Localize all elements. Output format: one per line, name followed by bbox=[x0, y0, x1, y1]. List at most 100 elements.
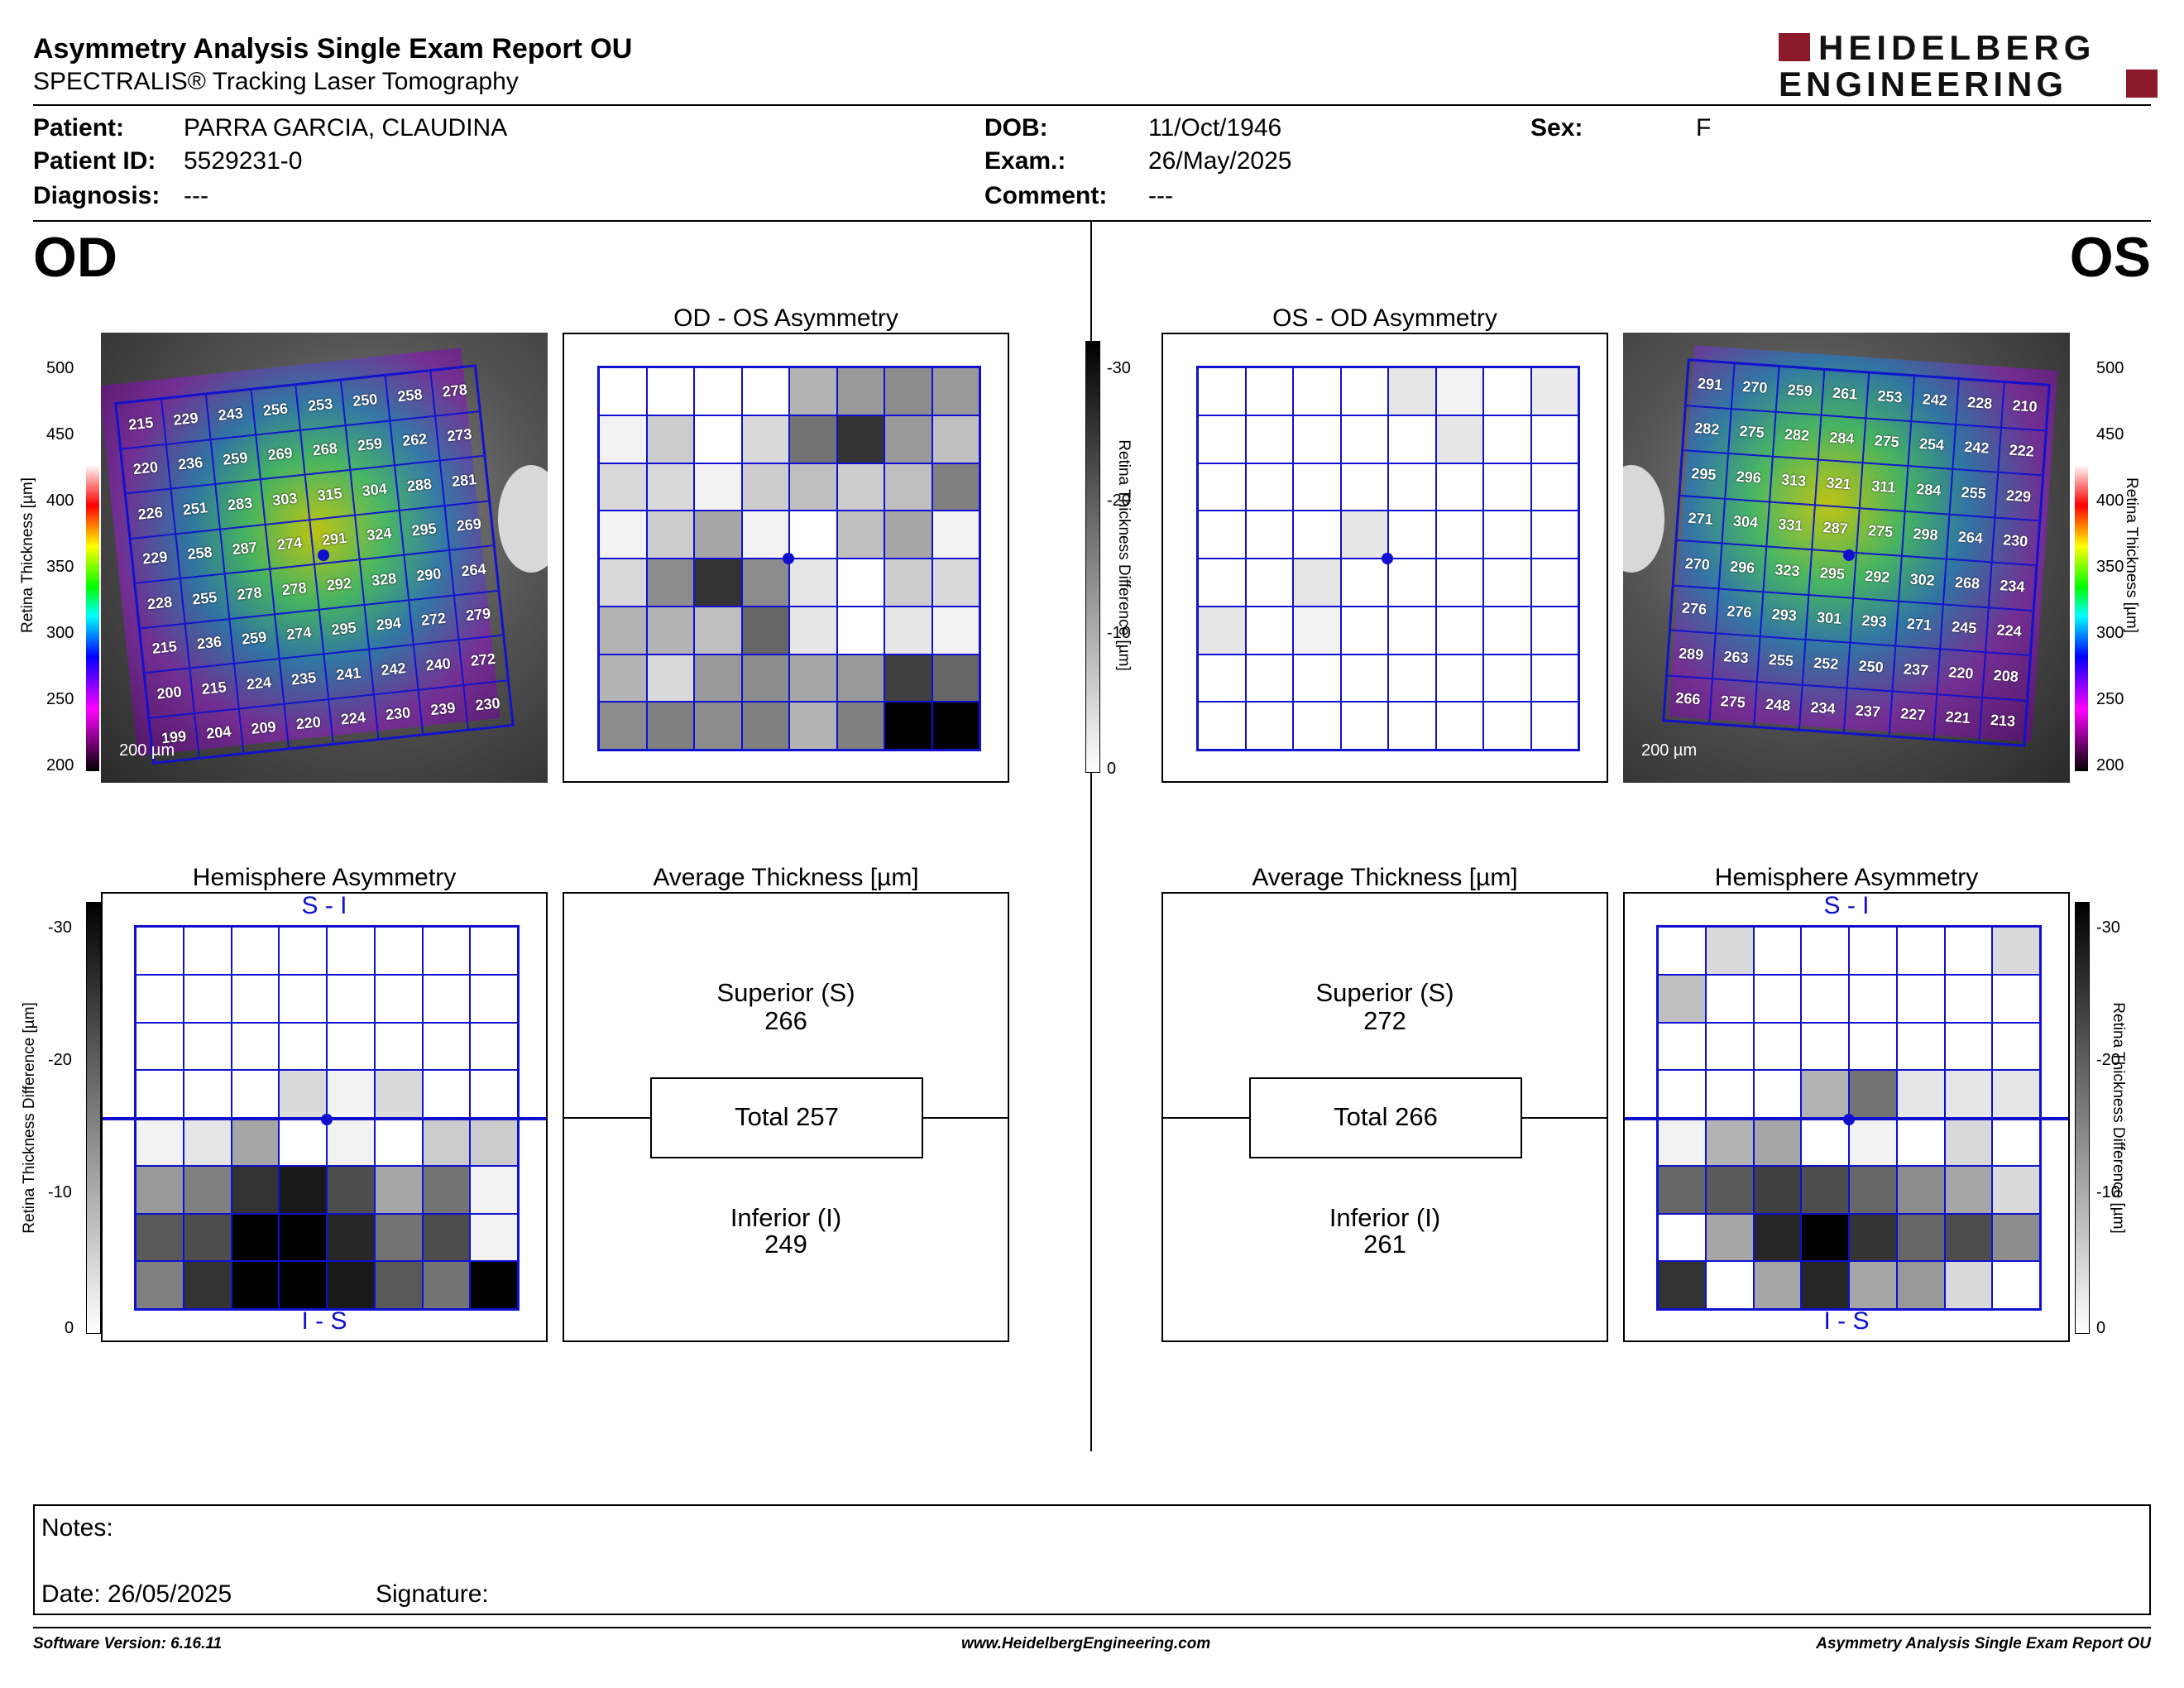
asymmetry-cell bbox=[1245, 415, 1293, 463]
od-superior-value: 266 bbox=[764, 1006, 807, 1035]
od-hemi-axis-title: Retina Thickness Difference [µm] bbox=[20, 1002, 38, 1234]
asymmetry-cell bbox=[599, 415, 647, 463]
asymmetry-cell bbox=[1435, 654, 1483, 703]
os-optic-disc bbox=[1623, 465, 1664, 573]
od-asym-panel bbox=[563, 333, 1009, 783]
asymmetry-cell bbox=[694, 367, 742, 415]
asymmetry-cell bbox=[1658, 1022, 1706, 1071]
asymmetry-cell bbox=[1340, 415, 1388, 463]
tick: -20 bbox=[2096, 1051, 2120, 1069]
asymmetry-cell bbox=[789, 702, 837, 750]
asymmetry-cell bbox=[136, 1261, 184, 1309]
thickness-cell: 304 bbox=[1721, 498, 1770, 547]
od-total-box: Total 257 bbox=[650, 1077, 923, 1158]
thickness-cell: 227 bbox=[1889, 690, 1937, 740]
thickness-cell: 215 bbox=[139, 623, 189, 674]
os-asym-grid bbox=[1196, 366, 1580, 751]
sex-value: F bbox=[1696, 114, 1712, 141]
asymmetry-cell bbox=[694, 415, 742, 463]
asymmetry-cell bbox=[836, 367, 884, 415]
patient-id-value: 5529231-0 bbox=[184, 147, 303, 175]
asymmetry-cell bbox=[1388, 702, 1436, 750]
thickness-cell: 259 bbox=[210, 434, 261, 484]
asymmetry-cell bbox=[1849, 1022, 1897, 1071]
thickness-cell: 230 bbox=[462, 679, 513, 730]
tick: 350 bbox=[46, 558, 74, 576]
asymmetry-cell bbox=[884, 559, 932, 607]
asymmetry-cell bbox=[789, 606, 837, 655]
asymmetry-cell bbox=[646, 702, 694, 750]
asymmetry-cell bbox=[1245, 559, 1293, 607]
asymmetry-cell bbox=[327, 1165, 375, 1214]
asymmetry-cell bbox=[1849, 974, 1897, 1023]
thickness-cell: 220 bbox=[121, 444, 171, 494]
asymmetry-cell bbox=[1483, 559, 1531, 607]
asymmetry-cell bbox=[1530, 367, 1578, 415]
asymmetry-cell bbox=[789, 559, 837, 607]
thickness-cell: 221 bbox=[1933, 693, 1982, 742]
thickness-cell: 229 bbox=[130, 533, 180, 583]
asymmetry-cell bbox=[1753, 1261, 1802, 1309]
thickness-cell: 224 bbox=[1985, 607, 2033, 655]
asymmetry-cell bbox=[694, 606, 742, 655]
asymmetry-cell bbox=[470, 1165, 518, 1214]
asymmetry-cell bbox=[932, 463, 979, 511]
asymmetry-cell bbox=[884, 606, 932, 655]
od-inferior-value: 249 bbox=[764, 1230, 807, 1259]
asymmetry-cell bbox=[422, 927, 471, 975]
asymmetry-cell bbox=[374, 1118, 423, 1166]
asymmetry-cell bbox=[741, 463, 789, 511]
os-thickness-colorbar bbox=[2075, 362, 2088, 771]
asymmetry-cell bbox=[1849, 1261, 1897, 1309]
thickness-cell: 323 bbox=[1763, 546, 1812, 595]
os-hemi-axis-title: Retina Thickness Difference [µm] bbox=[2109, 1002, 2127, 1234]
asymmetry-cell bbox=[374, 1022, 423, 1071]
thickness-cell: 331 bbox=[1766, 501, 1815, 550]
website-link[interactable]: www.HeidelbergEngineering.com bbox=[961, 1635, 1211, 1652]
asymmetry-cell bbox=[1483, 702, 1531, 750]
asymmetry-cell bbox=[1849, 1070, 1897, 1118]
od-hemi-title: Hemisphere Asymmetry bbox=[192, 864, 457, 891]
asymmetry-cell bbox=[1992, 1213, 2040, 1262]
asymmetry-cell bbox=[789, 415, 837, 463]
od-hemi-panel: S - I I - S bbox=[101, 892, 548, 1342]
asymmetry-cell bbox=[836, 606, 884, 655]
asymmetry-cell bbox=[1896, 1261, 1945, 1309]
thickness-cell: 251 bbox=[170, 483, 220, 534]
asymmetry-cell bbox=[884, 415, 932, 463]
os-label: OS bbox=[2069, 226, 2151, 289]
od-thickness-grid: 215 229 243 256 253 250 258 278 220 236 259 269 268 2… bbox=[114, 364, 515, 765]
asymmetry-cell bbox=[1198, 606, 1246, 655]
asymmetry-cell bbox=[231, 1022, 280, 1071]
asymmetry-cell bbox=[1992, 974, 2040, 1023]
asymmetry-cell bbox=[1293, 463, 1341, 511]
asymmetry-cell bbox=[422, 1022, 471, 1071]
thickness-cell: 272 bbox=[409, 595, 458, 645]
thickness-cell: 301 bbox=[1805, 594, 1854, 643]
thickness-cell: 258 bbox=[175, 529, 225, 579]
asymmetry-cell bbox=[1705, 1213, 1754, 1262]
thickness-cell: 234 bbox=[1798, 684, 1847, 733]
asymmetry-cell bbox=[1435, 415, 1483, 463]
thickness-cell: 311 bbox=[1859, 463, 1908, 511]
asymmetry-cell bbox=[599, 654, 647, 703]
od-inferior-label: Inferior (I) bbox=[730, 1203, 842, 1232]
thickness-cell: 245 bbox=[1940, 603, 1989, 653]
os-fovea-marker bbox=[1843, 549, 1855, 561]
asymmetry-cell bbox=[1293, 654, 1341, 703]
thickness-cell: 275 bbox=[1708, 678, 1757, 727]
asymmetry-cell bbox=[1435, 367, 1483, 415]
asymmetry-cell bbox=[1658, 1070, 1706, 1118]
report-title: Asymmetry Analysis Single Exam Report OU bbox=[33, 33, 633, 65]
notes-box[interactable]: Notes: Date: 26/05/2025 Signature: bbox=[33, 1504, 2151, 1615]
thickness-cell: 250 bbox=[1846, 642, 1895, 691]
tick: -30 bbox=[48, 918, 72, 937]
asymmetry-cell bbox=[470, 927, 518, 975]
asymmetry-cell bbox=[646, 606, 694, 655]
thickness-cell: 215 bbox=[189, 663, 239, 713]
asymmetry-cell bbox=[1849, 1213, 1897, 1262]
asymmetry-cell bbox=[1483, 511, 1531, 559]
asymmetry-cell bbox=[1530, 511, 1578, 559]
asymmetry-cell bbox=[1944, 1213, 1993, 1262]
asymmetry-cell bbox=[1896, 1022, 1945, 1071]
